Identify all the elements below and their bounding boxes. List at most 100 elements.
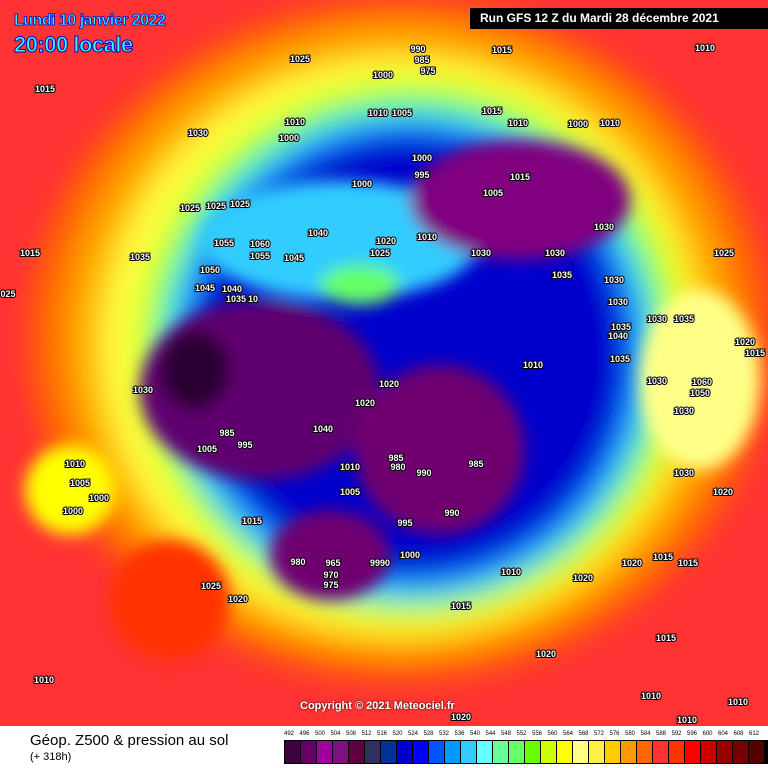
pressure-label: 9990 (370, 558, 390, 568)
color-legend: 492 496 500 504 508 512 516 520 524 528 532 536 540 5… (284, 731, 768, 764)
pressure-label: 1010 (34, 675, 54, 685)
pressure-label: 1020 (573, 573, 593, 583)
pressure-label: 1020 (735, 337, 755, 347)
legend-tick: 532 (439, 731, 450, 737)
legend-tick: 560 (547, 731, 558, 737)
pressure-label: 995 (237, 440, 252, 450)
legend-tick: 584 (640, 731, 651, 737)
legend-swatch (461, 741, 477, 763)
legend-tick: 520 (392, 731, 403, 737)
run-info: Run GFS 12 Z du Mardi 28 décembre 2021 (470, 8, 768, 29)
legend-tick: 604 (718, 731, 729, 737)
pressure-label: 1060 (250, 239, 270, 249)
pressure-label: 1005 (197, 444, 217, 454)
pressure-label: 10 (248, 294, 258, 304)
pressure-label: 1025 (180, 203, 200, 213)
pressure-label: 1015 (656, 633, 676, 643)
pressure-label: 1000 (373, 70, 393, 80)
legend-tick: 600 (702, 731, 713, 737)
legend-tick: 492 (284, 731, 295, 737)
pressure-label: 1020 (379, 379, 399, 389)
pressure-label: 1045 (195, 283, 215, 293)
pressure-label: 1030 (594, 222, 614, 232)
legend-tick: 596 (687, 731, 698, 737)
legend-swatch (365, 741, 381, 763)
pressure-label: 970 (323, 570, 338, 580)
legend-swatch (445, 741, 461, 763)
pressure-label: 985 (219, 428, 234, 438)
pressure-label: 975 (420, 66, 435, 76)
pressure-label: 990 (410, 44, 425, 54)
pressure-label: 1035 (552, 270, 572, 280)
pressure-label: 1010 (285, 117, 305, 127)
pressure-label: 1020 (355, 398, 375, 408)
pressure-label: 1055 (250, 251, 270, 261)
pressure-label: 1030 (608, 297, 628, 307)
pressure-label: 1025 (370, 248, 390, 258)
legend-tick: 556 (532, 731, 543, 737)
pressure-label: 1010 (695, 43, 715, 53)
legend-tick: 568 (578, 731, 589, 737)
legend-swatch (717, 741, 733, 763)
pressure-label: 1010 (728, 697, 748, 707)
forecast-date: Lundi 10 janvier 2022 (14, 12, 167, 30)
pressure-label: 1010 (523, 360, 543, 370)
pressure-label: 980 (290, 557, 305, 567)
pressure-label: 995 (414, 170, 429, 180)
pressure-label: 1035 (674, 314, 694, 324)
legend-swatch (429, 741, 445, 763)
legend-swatch (589, 741, 605, 763)
legend-swatch (509, 741, 525, 763)
legend-swatch (685, 741, 701, 763)
pressure-label: 1035 (130, 252, 150, 262)
pressure-label: 1030 (545, 248, 565, 258)
legend-tick: 580 (625, 731, 636, 737)
legend-tick: 496 (299, 731, 310, 737)
pressure-label: 1015 (678, 558, 698, 568)
pressure-label: 1030 (674, 406, 694, 416)
pressure-label: 1030 (647, 314, 667, 324)
legend-swatch (605, 741, 621, 763)
legend-tick: 500 (315, 731, 326, 737)
pressure-label: 1000 (63, 506, 83, 516)
legend-swatch (541, 741, 557, 763)
legend-swatch (637, 741, 653, 763)
legend-swatch (413, 741, 429, 763)
lead-time: (+ 318h) (30, 751, 72, 763)
pressure-label: 1030 (133, 385, 153, 395)
pressure-label: 1020 (451, 712, 471, 722)
pressure-label: 1010 (508, 118, 528, 128)
geopotential-map: 1015 1025 990 985 975 1000 1015 1010 1030 1010 100… (0, 0, 768, 726)
pressure-label: 965 (325, 558, 340, 568)
pressure-label: 1020 (622, 558, 642, 568)
legend-swatch (765, 741, 768, 763)
map-title: Géop. Z500 & pression au sol (30, 732, 229, 749)
pressure-label: 1030 (188, 128, 208, 138)
pressure-label: 1035 (610, 354, 630, 364)
legend-tick: 524 (408, 731, 419, 737)
pressure-label: 1015 (510, 172, 530, 182)
legend-tick: 576 (609, 731, 620, 737)
pressure-label: 1015 (653, 552, 673, 562)
legend-swatch (653, 741, 669, 763)
pressure-label: 1025 (201, 581, 221, 591)
pressure-label: 1020 (536, 649, 556, 659)
pressure-label: 1000 (568, 119, 588, 129)
legend-tick: 540 (470, 731, 481, 737)
legend-swatch (349, 741, 365, 763)
pressure-label: 1035 (611, 322, 631, 332)
legend-tick: 504 (330, 731, 341, 737)
pressure-label: 1010 (641, 691, 661, 701)
legend-tick: 572 (594, 731, 605, 737)
pressure-label: 985 (388, 453, 403, 463)
pressure-label: 1030 (674, 468, 694, 478)
pressure-label: 1035 (226, 294, 246, 304)
pressure-label: 1050 (200, 265, 220, 275)
pressure-label: 1015 (451, 601, 471, 611)
pressure-label: 1015 (35, 84, 55, 94)
legend-swatch (669, 741, 685, 763)
legend-tick: 528 (423, 731, 434, 737)
legend-swatch (493, 741, 509, 763)
pressure-label: 1060 (692, 377, 712, 387)
pressure-label: 1055 (214, 238, 234, 248)
